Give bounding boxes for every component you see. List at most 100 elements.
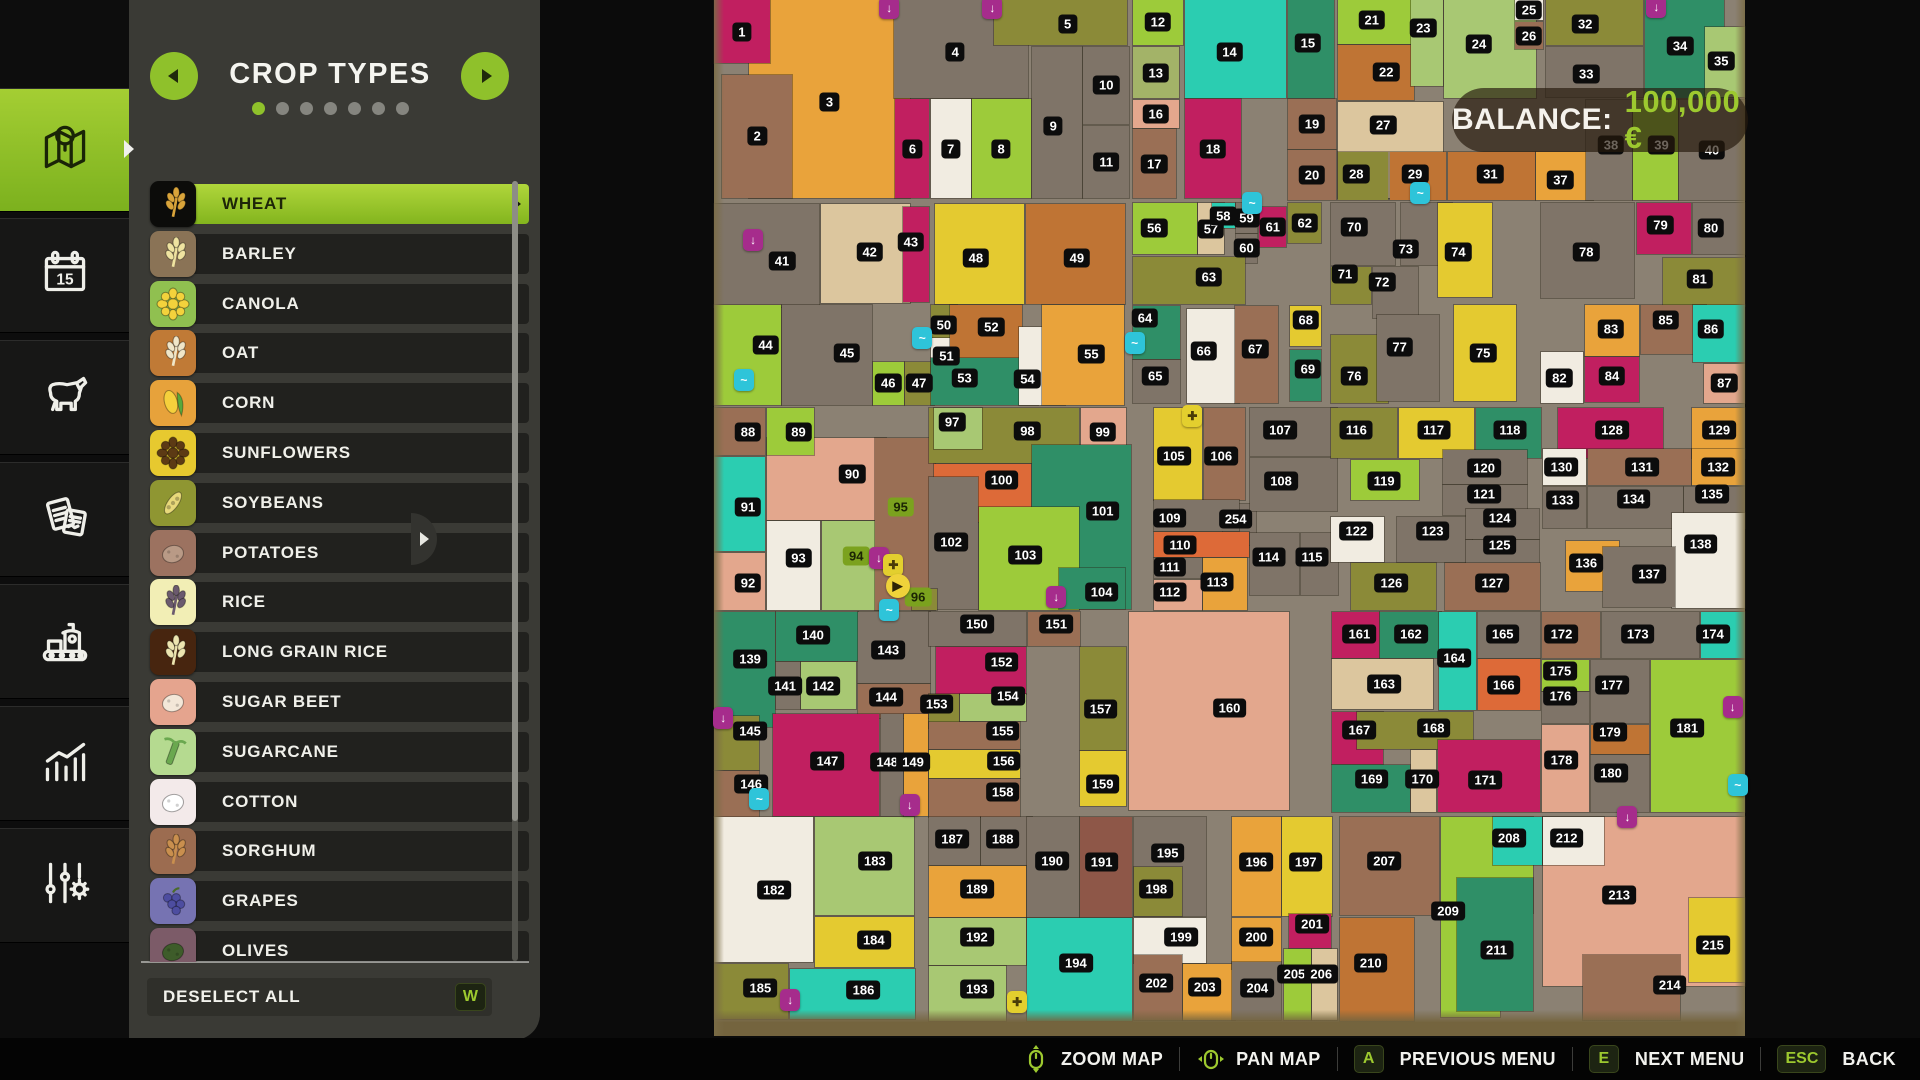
field-number-badge: 69 (1294, 359, 1322, 379)
sorghum-icon (150, 828, 196, 875)
sidebar-item-production[interactable] (0, 584, 129, 699)
page-dot-5[interactable] (347, 102, 361, 115)
key-hint-esc: ESC (1777, 1045, 1827, 1073)
field-number-badge: 141 (768, 676, 802, 696)
field-number-badge: 145 (733, 721, 767, 741)
hint-next-menu[interactable]: E NEXT MENU (1588, 1045, 1745, 1073)
crop-label: POTATOES (222, 542, 320, 562)
field-number-badge: 67 (1242, 339, 1269, 358)
field-number-badge: 51 (933, 346, 960, 366)
field-number-badge: 200 (1239, 927, 1274, 947)
page-dot-2[interactable] (275, 102, 289, 115)
crop-item-olives[interactable]: OLIVES (150, 928, 529, 962)
field-number-badge: 58 (1210, 206, 1237, 226)
field-number-badge: 1 (732, 22, 752, 42)
crop-label: LONG GRAIN RICE (222, 642, 388, 662)
crop-item-potatoes[interactable]: POTATOES (150, 529, 529, 576)
field-number-badge: 210 (1353, 953, 1388, 973)
sidebar-item-animals[interactable] (0, 340, 129, 455)
page-dot-3[interactable] (299, 102, 313, 115)
field-number-badge: 63 (1195, 267, 1223, 287)
field-number-badge: 73 (1392, 239, 1420, 259)
hint-label: PAN MAP (1236, 1048, 1321, 1069)
map-viewport[interactable]: 3 1 2 4 5 6 7 8 9 10 11 12 13 16 17 14 18 15 19 20 21 22 23 24 2… (712, 0, 1748, 1036)
deselect-all-button[interactable]: DESELECT ALL W (147, 978, 492, 1016)
canola-icon (150, 280, 196, 327)
crop-item-barley[interactable]: BARLEY (150, 230, 529, 277)
field-number-badge: 4 (945, 42, 965, 62)
crop-label-strip: SORGHUM (190, 831, 529, 872)
field-number-badge: 107 (1263, 420, 1297, 440)
field-number-badge: 28 (1343, 164, 1370, 184)
field-number-badge: 181 (1670, 718, 1705, 738)
page-dot-1[interactable] (251, 102, 265, 115)
field-number-badge: 165 (1485, 624, 1520, 644)
field-number-badge: 112 (1153, 582, 1187, 602)
sugar-beet-icon (150, 679, 196, 725)
field-number-badge: 117 (1417, 420, 1451, 440)
sidebar-item-settings[interactable] (0, 828, 129, 943)
crop-label-strip: RICE (190, 582, 529, 623)
crop-item-grapes[interactable]: GRAPES (150, 878, 529, 925)
field-number-badge: 88 (734, 422, 762, 442)
page-dot-6[interactable] (371, 102, 385, 115)
contracts-icon (32, 484, 98, 555)
page-dot-4[interactable] (323, 102, 337, 115)
crop-item-long-grain-rice[interactable]: LONG GRAIN RICE (150, 629, 529, 676)
prev-page-button[interactable] (150, 52, 198, 100)
sidebar-item-contracts[interactable] (0, 462, 129, 577)
hint-zoom-map[interactable]: ZOOM MAP (1021, 1044, 1163, 1074)
hint-previous-menu[interactable]: A PREVIOUS MENU (1353, 1045, 1556, 1073)
page-dots (199, 102, 461, 115)
field-number-badge: 209 (1431, 901, 1465, 921)
field-number-badge: 65 (1142, 366, 1169, 386)
field-number-badge: 135 (1695, 484, 1729, 504)
field-number-badge: 43 (897, 232, 925, 252)
page-dot-7[interactable] (395, 102, 409, 115)
crop-label-strip: SUGAR BEET (190, 682, 529, 722)
crop-item-wheat[interactable]: WHEAT (150, 181, 529, 227)
next-page-button[interactable] (461, 52, 509, 100)
crop-item-corn[interactable]: CORN (150, 380, 529, 427)
soybeans-icon (150, 479, 196, 526)
sidebar-item-calendar[interactable]: 15 (0, 218, 129, 333)
crop-item-oat[interactable]: OAT (150, 330, 529, 377)
hint-back[interactable]: ESC BACK (1777, 1045, 1896, 1073)
field-number-badge: 178 (1544, 750, 1579, 770)
crop-item-sugarcane[interactable]: SUGARCANE (150, 728, 529, 775)
shop-point-icon: ✚ (883, 554, 904, 577)
field-number-badge: 10 (1093, 75, 1120, 95)
crop-item-canola[interactable]: CANOLA (150, 280, 529, 327)
crop-list-scrollbar[interactable] (512, 181, 518, 961)
field-number-badge: 46 (875, 373, 902, 393)
rice-icon (150, 579, 196, 626)
calendar-icon: 15 (32, 240, 98, 311)
field-number-badge: 134 (1616, 489, 1651, 509)
crop-item-sunflowers[interactable]: SUNFLOWERS (150, 430, 529, 476)
crop-item-sorghum[interactable]: SORGHUM (150, 828, 529, 875)
field-number-badge: 175 (1543, 661, 1578, 681)
field-number-badge: 17 (1141, 154, 1168, 174)
field-number-badge: 157 (1083, 699, 1118, 719)
field-number-badge: 149 (896, 752, 930, 772)
field-number-badge: 2 (747, 126, 767, 146)
sidebar-item-statistics[interactable] (0, 706, 129, 821)
hint-pan-map[interactable]: PAN MAP (1196, 1044, 1320, 1074)
input-hints-bar: ZOOM MAP PAN MAP A PREVIOUS MENU E NEXT MENU E… (0, 1038, 1920, 1080)
player-marker-icon: ▶ (885, 573, 910, 598)
potatoes-icon (150, 529, 196, 576)
sidebar-item-map[interactable] (0, 88, 129, 212)
field-number-badge: 113 (1200, 572, 1234, 592)
field-number-badge: 54 (1014, 369, 1041, 389)
field-number-badge: 123 (1415, 521, 1450, 541)
crop-item-soybeans[interactable]: SOYBEANS (150, 479, 529, 526)
olives-icon (150, 928, 196, 962)
field-number-badge: 78 (1572, 242, 1600, 262)
crop-item-sugar-beet[interactable]: SUGAR BEET (150, 679, 529, 725)
field-number-badge: 172 (1544, 624, 1579, 644)
scrollbar-thumb[interactable] (512, 181, 518, 821)
unload-point-icon: ↓ (879, 0, 900, 20)
crop-item-cotton[interactable]: COTTON (150, 778, 529, 825)
crop-item-rice[interactable]: RICE (150, 579, 529, 626)
